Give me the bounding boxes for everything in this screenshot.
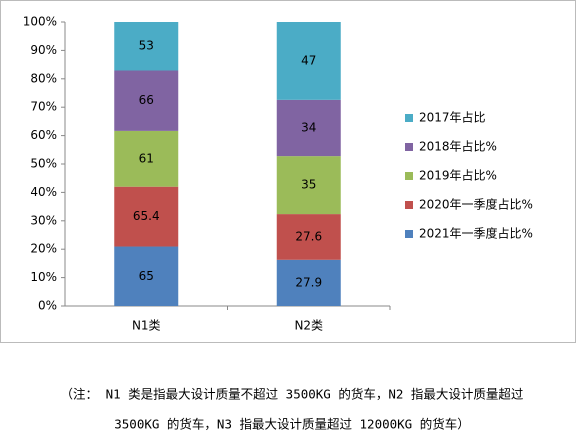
data-label: 47	[301, 53, 316, 67]
legend-label: 2018年占比%	[419, 139, 497, 154]
legend-swatch	[405, 114, 413, 122]
legend-label: 2021年一季度占比%	[419, 226, 533, 241]
bar-segment	[114, 22, 179, 71]
y-tick-label: 80%	[30, 71, 57, 85]
data-label: 65	[139, 269, 154, 283]
y-tick-label: 0%	[38, 299, 57, 313]
bar-segment	[276, 22, 341, 100]
data-label: 53	[139, 39, 154, 53]
y-tick-label: 40%	[30, 185, 57, 199]
y-tick-label: 20%	[30, 242, 57, 256]
data-label: 34	[301, 120, 316, 134]
y-tick-label: 50%	[30, 157, 57, 171]
y-tick-label: 10%	[30, 270, 57, 284]
data-label: 27.6	[295, 229, 322, 243]
data-label: 27.9	[295, 275, 322, 289]
data-label: 65.4	[133, 209, 160, 223]
data-label: 35	[301, 178, 316, 192]
x-tick-label: N1类	[132, 319, 161, 333]
bar-segment	[276, 156, 341, 215]
bar-segment	[276, 259, 341, 306]
y-tick-label: 100%	[23, 15, 57, 29]
x-tick-label: N2类	[294, 319, 323, 333]
bar-segment	[114, 70, 179, 131]
data-label: 66	[139, 93, 154, 107]
note: 3500KG 的货车，N3 指最大设计质量超过 12000KG 的货车）	[114, 417, 470, 432]
bar-segment	[114, 246, 179, 306]
note: （注： N1 类是指最大设计质量不超过 3500KG 的货车，N2 指最大设计质…	[61, 387, 524, 402]
bar-segment	[114, 186, 179, 247]
bar-segment	[276, 214, 341, 260]
legend-label: 2019年占比%	[419, 168, 497, 183]
bar-segment	[276, 99, 341, 157]
y-tick-label: 70%	[30, 100, 57, 114]
y-tick-label: 90%	[30, 43, 57, 57]
y-tick-label: 60%	[30, 128, 57, 142]
legend-swatch	[405, 230, 413, 238]
legend-swatch	[405, 201, 413, 209]
data-label: 61	[139, 151, 154, 165]
legend-label: 2017年占比	[419, 110, 486, 125]
bar-segment	[114, 130, 179, 187]
legend-swatch	[405, 172, 413, 180]
y-tick-label: 30%	[30, 213, 57, 227]
legend-swatch	[405, 143, 413, 151]
legend-label: 2020年一季度占比%	[419, 197, 533, 212]
